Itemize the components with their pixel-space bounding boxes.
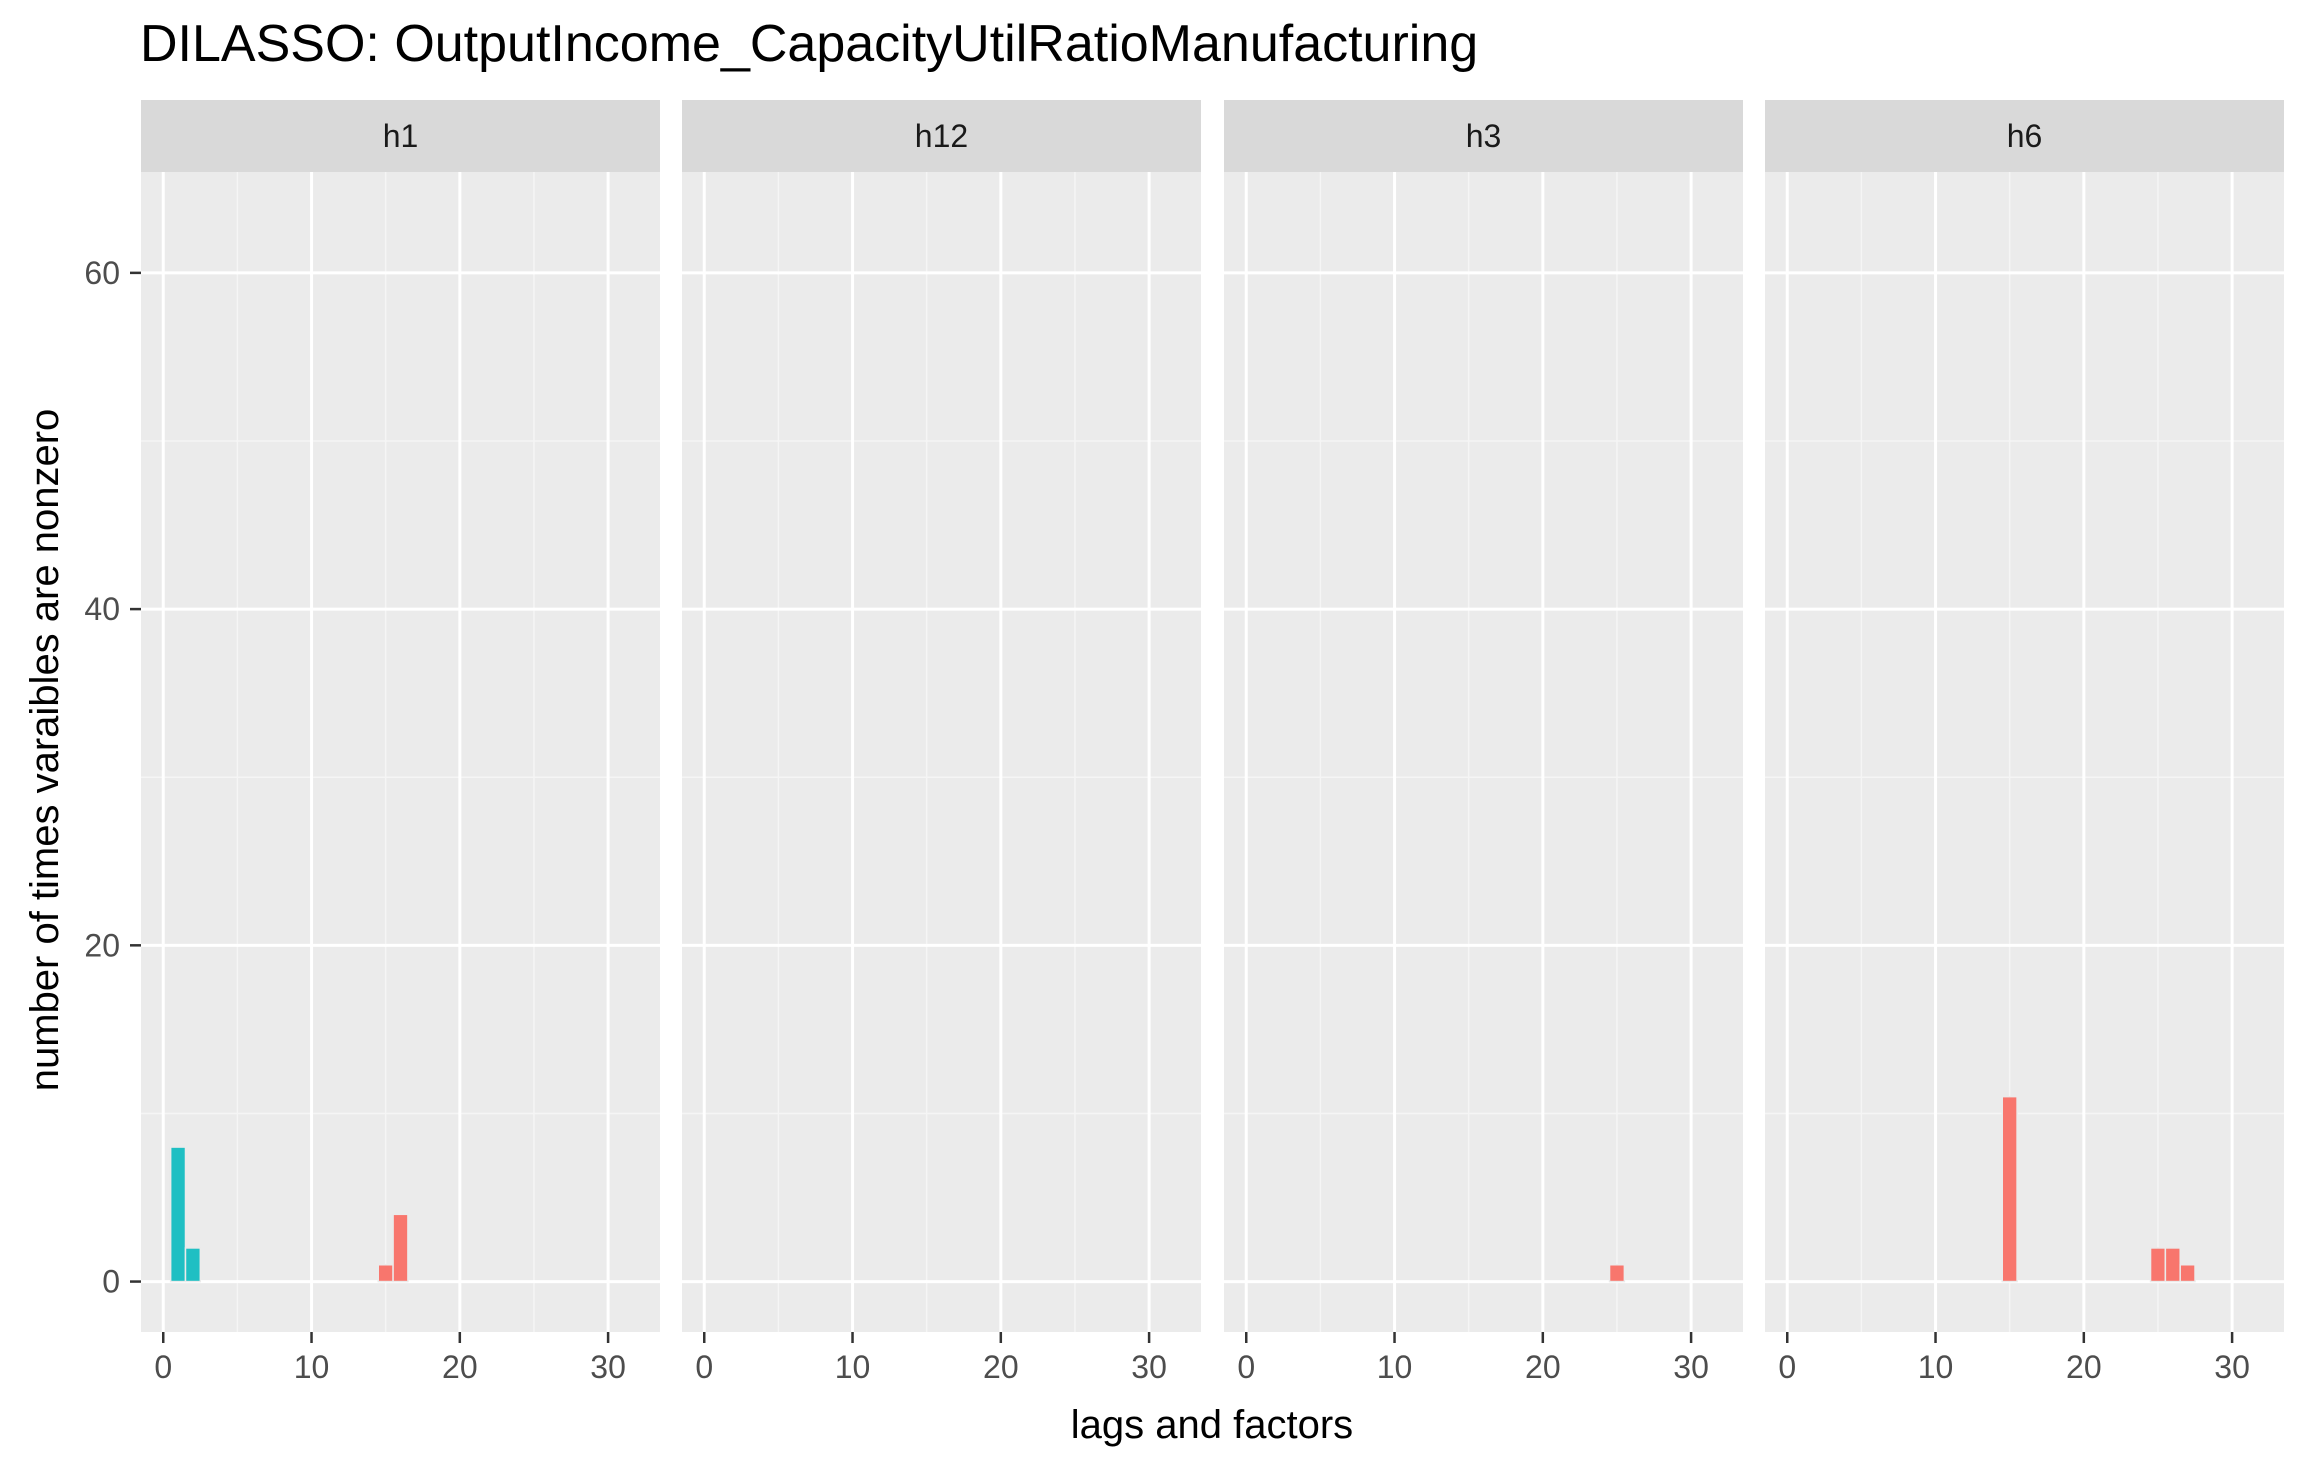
facet-strip-label: h12 bbox=[915, 118, 968, 154]
bar bbox=[2179, 1264, 2196, 1283]
x-tick-label: 30 bbox=[2214, 1349, 2250, 1385]
x-tick-label: 0 bbox=[1778, 1349, 1796, 1385]
x-tick-label: 0 bbox=[1237, 1349, 1255, 1385]
x-tick-label: 10 bbox=[1918, 1349, 1954, 1385]
y-tick-label: 60 bbox=[84, 255, 120, 291]
panel-background bbox=[682, 172, 1201, 1332]
x-tick-label: 20 bbox=[2066, 1349, 2102, 1385]
panel-background bbox=[1765, 172, 2284, 1332]
chart-title: DILASSO: OutputIncome_CapacityUtilRatioM… bbox=[140, 15, 1479, 73]
x-tick-label: 10 bbox=[1377, 1349, 1413, 1385]
facet-panel: h12 0 10 20 30 bbox=[682, 100, 1201, 1385]
bar bbox=[1608, 1264, 1626, 1283]
bar bbox=[169, 1146, 187, 1283]
facet-strip-label: h3 bbox=[1466, 118, 1502, 154]
facet-panels: h1 0 10 20 30 h12 0 10 20 30 h3 0 10 20 30 h6 0 10 20 30 bbox=[141, 100, 2284, 1385]
bar bbox=[2001, 1095, 2018, 1283]
bar bbox=[377, 1264, 394, 1283]
panel-background bbox=[141, 172, 660, 1332]
bar bbox=[2164, 1247, 2181, 1283]
x-tick-label: 20 bbox=[1525, 1349, 1561, 1385]
panel-background bbox=[1224, 172, 1743, 1332]
facet-strip bbox=[141, 100, 660, 172]
facet-panel: h6 0 10 20 30 bbox=[1765, 100, 2284, 1385]
x-tick-label: 20 bbox=[442, 1349, 478, 1385]
x-axis-title: lags and factors bbox=[1071, 1403, 1353, 1447]
facet-strip bbox=[682, 100, 1201, 172]
x-tick-label: 30 bbox=[1131, 1349, 1167, 1385]
x-tick-label: 10 bbox=[835, 1349, 871, 1385]
facet-strip-label: h1 bbox=[383, 118, 419, 154]
y-tick-label: 40 bbox=[84, 591, 120, 627]
facet-panel: h3 0 10 20 30 bbox=[1224, 100, 1743, 1385]
bar bbox=[392, 1213, 409, 1283]
facet-strip bbox=[1224, 100, 1743, 172]
y-axis: 0 20 40 60 bbox=[84, 255, 141, 1300]
x-tick-label: 0 bbox=[695, 1349, 713, 1385]
y-axis-title: number of times varaibles are nonzero bbox=[23, 409, 67, 1092]
y-tick-label: 20 bbox=[84, 927, 120, 963]
x-tick-label: 30 bbox=[1673, 1349, 1709, 1385]
bar bbox=[2149, 1247, 2167, 1283]
x-tick-label: 10 bbox=[294, 1349, 330, 1385]
x-tick-label: 20 bbox=[983, 1349, 1019, 1385]
x-tick-label: 0 bbox=[154, 1349, 172, 1385]
y-tick-label: 0 bbox=[102, 1264, 120, 1300]
facet-strip bbox=[1765, 100, 2284, 172]
facet-strip-label: h6 bbox=[2007, 118, 2043, 154]
bar bbox=[184, 1247, 202, 1283]
x-tick-label: 30 bbox=[590, 1349, 626, 1385]
facet-panel: h1 0 10 20 30 bbox=[141, 100, 660, 1385]
